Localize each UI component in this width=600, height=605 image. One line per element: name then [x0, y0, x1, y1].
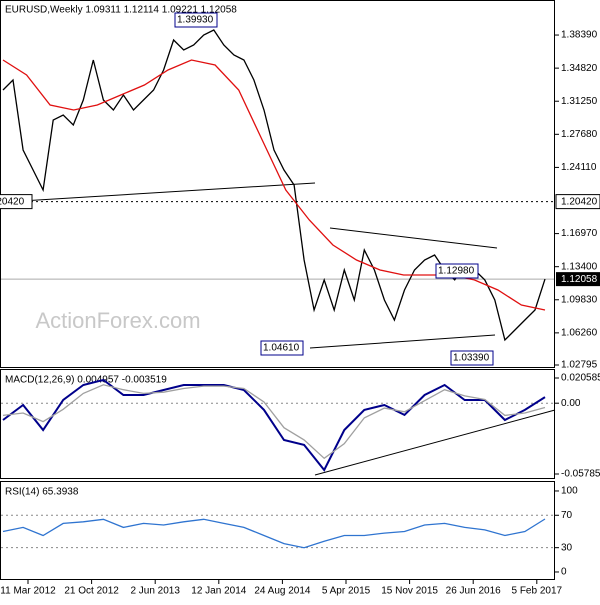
panel-title: RSI(14) 65.3938	[5, 487, 79, 498]
panel-title: MACD(12,26,9) 0.004957 -0.003519	[5, 375, 167, 386]
current-box	[556, 272, 600, 287]
annotation: 1.04610	[263, 343, 300, 354]
annotation-box	[174, 12, 218, 28]
x-tick-label: 2 Jun 2013	[130, 586, 180, 597]
level-label: 1.20420	[0, 196, 25, 207]
trendline	[329, 227, 498, 249]
y-tick-label: 0	[561, 567, 567, 578]
annotation: 1.12980	[438, 266, 475, 277]
x-tick-label: 5 Feb 2017	[511, 586, 562, 597]
trendline	[4, 182, 316, 203]
annotation-box	[260, 340, 304, 356]
y-tick-label: 1.24110	[561, 162, 597, 173]
trendline	[309, 334, 496, 349]
y-tick-label: 1.06260	[561, 328, 598, 339]
series-line	[2, 29, 546, 342]
y-tick-label: 0.020585	[561, 373, 600, 384]
series-line	[2, 384, 546, 460]
current-label: 1.12058	[561, 274, 598, 285]
x-tick-label: 5 Apr 2015	[322, 586, 371, 597]
y-tick-label: 0.00	[561, 398, 581, 409]
annotation-box	[450, 350, 494, 366]
y-tick-label: 1.13400	[561, 261, 598, 272]
annotation: 1.03390	[453, 353, 490, 364]
y-tick-label: 70	[561, 510, 573, 521]
x-tick-label: 26 Jun 2016	[446, 586, 501, 597]
rsi-panel	[0, 481, 555, 580]
level-box	[0, 194, 33, 210]
y-tick-label: 1.09830	[561, 294, 598, 305]
y-tick-label: -0.057859	[561, 469, 600, 480]
annotation: 1.39930	[177, 15, 214, 26]
x-tick-label: 11 Mar 2012	[0, 586, 56, 597]
x-tick-label: 24 Aug 2014	[254, 586, 311, 597]
y-tick-label: 30	[561, 542, 573, 553]
price-panel	[0, 0, 555, 368]
chart-title: EURUSD,Weekly 1.09311 1.12114 1.09221 1.…	[5, 5, 237, 16]
series-line	[2, 518, 546, 549]
y-tick-label: 1.34820	[561, 63, 598, 74]
y-tick-label: 1.16970	[561, 228, 598, 239]
trendline	[314, 409, 556, 476]
annotation-box	[435, 263, 479, 279]
y-tick-label: 100	[561, 486, 578, 497]
x-tick-label: 21 Oct 2012	[64, 586, 119, 597]
level-box	[555, 194, 600, 210]
macd-panel	[0, 369, 555, 479]
y-tick-label: 1.27680	[561, 129, 598, 140]
level-label: 1.20420	[561, 196, 598, 207]
watermark: ActionForex.com	[35, 308, 200, 333]
y-tick-label: 1.38390	[561, 30, 598, 41]
x-tick-label: 12 Jan 2014	[191, 586, 246, 597]
x-tick-label: 15 Nov 2015	[381, 586, 438, 597]
y-tick-label: 1.31250	[561, 96, 598, 107]
y-tick-label: 1.02795	[561, 360, 598, 371]
